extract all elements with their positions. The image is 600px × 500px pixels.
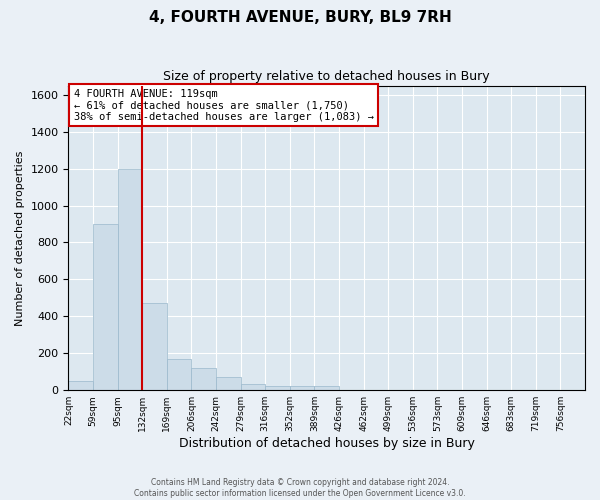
- Bar: [314, 386, 339, 390]
- Title: Size of property relative to detached houses in Bury: Size of property relative to detached ho…: [163, 70, 490, 83]
- X-axis label: Distribution of detached houses by size in Bury: Distribution of detached houses by size …: [179, 437, 475, 450]
- Text: 4 FOURTH AVENUE: 119sqm
← 61% of detached houses are smaller (1,750)
38% of semi: 4 FOURTH AVENUE: 119sqm ← 61% of detache…: [74, 88, 374, 122]
- Text: Contains HM Land Registry data © Crown copyright and database right 2024.
Contai: Contains HM Land Registry data © Crown c…: [134, 478, 466, 498]
- Bar: [118, 168, 142, 390]
- Bar: [68, 381, 93, 390]
- Bar: [93, 224, 118, 390]
- Bar: [265, 386, 290, 390]
- Bar: [241, 384, 265, 390]
- Bar: [167, 359, 191, 390]
- Y-axis label: Number of detached properties: Number of detached properties: [15, 150, 25, 326]
- Bar: [216, 378, 241, 390]
- Bar: [142, 304, 167, 390]
- Bar: [290, 386, 314, 390]
- Bar: [191, 368, 216, 390]
- Text: 4, FOURTH AVENUE, BURY, BL9 7RH: 4, FOURTH AVENUE, BURY, BL9 7RH: [149, 10, 451, 25]
